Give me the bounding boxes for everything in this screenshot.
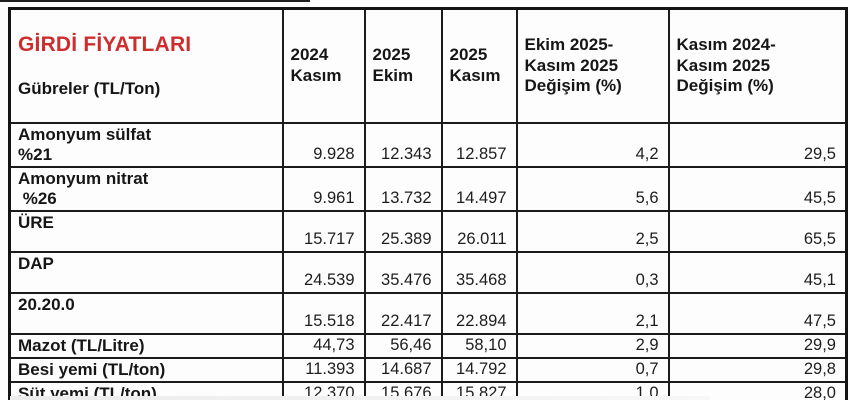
- value-cell: 22.417: [363, 291, 443, 335]
- value-cell: 29,5: [667, 121, 848, 168]
- value-cell: 45,5: [667, 165, 848, 212]
- value-cell: 13.732: [363, 165, 443, 212]
- value-cell: 35.476: [363, 250, 443, 294]
- row-label-line1: Besi yemi (TL/ton): [18, 359, 166, 379]
- value-cell: 35.468: [440, 250, 518, 294]
- table-row: ÜRE 15.717 25.389 26.011 2,5 65,5: [8, 209, 848, 253]
- col-header-2025-kasim: 2025 Kasım: [440, 7, 518, 124]
- table-row: Mazot (TL/Litre) 44,73 56,46 58,10 2,9 29,9: [8, 332, 848, 359]
- value-cell: 4,2: [515, 121, 670, 168]
- value-cell: 9.928: [281, 121, 366, 168]
- table-row: Amonyum nitrat %26 9.961 13.732 14.497 5,6 45…: [8, 165, 848, 212]
- row-label-line1: 20.20.0: [18, 294, 75, 314]
- value-cell: 12.343: [363, 121, 443, 168]
- value-cell: 24.539: [281, 250, 366, 294]
- value-cell: 15.518: [281, 291, 366, 335]
- row-label: ÜRE: [8, 209, 284, 253]
- table-row: Süt yemi (TL/ton) 12.370 15.676 15.827 1,0 28…: [8, 381, 848, 400]
- value-cell: 28,0: [667, 381, 848, 400]
- col-header-change-monthly: Ekim 2025- Kasım 2025 Değişim (%): [515, 7, 670, 124]
- row-label-line1: Mazot (TL/Litre): [18, 335, 145, 355]
- row-label: Amonyum nitrat %26: [8, 165, 284, 212]
- value-cell: 12.857: [440, 121, 518, 168]
- value-cell: 0,7: [515, 356, 670, 384]
- row-label: Amonyum sülfat %21: [8, 121, 284, 168]
- value-cell: 9.961: [281, 165, 366, 212]
- value-cell: 44,73: [281, 332, 366, 359]
- value-cell: 47,5: [667, 291, 848, 335]
- row-label: DAP: [8, 250, 284, 294]
- value-cell: 58,10: [440, 332, 518, 359]
- table-body: Amonyum sülfat %21 9.928 12.343 12.857 4,2 29,…: [8, 121, 848, 400]
- value-cell: 5,6: [515, 165, 670, 212]
- value-cell: 29,8: [667, 356, 848, 384]
- row-label-line1: DAP: [18, 253, 54, 273]
- row-label-line2: %26: [18, 188, 57, 208]
- value-cell: 15.717: [281, 209, 366, 253]
- value-cell: 2,5: [515, 209, 670, 253]
- input-prices-table: GİRDİ FİYATLARI Gübreler (TL/Ton) 2024 K…: [8, 7, 848, 400]
- value-cell: 29,9: [667, 332, 848, 359]
- col-header-2024-kasim: 2024 Kasım: [281, 7, 366, 124]
- row-label-line1: ÜRE: [18, 212, 54, 232]
- value-cell: 0,3: [515, 250, 670, 294]
- value-cell: 65,5: [667, 209, 848, 253]
- table-row: Besi yemi (TL/ton) 11.393 14.687 14.792 0,7 2…: [8, 356, 848, 384]
- value-cell: 2,9: [515, 332, 670, 359]
- table-row: 20.20.0 15.518 22.417 22.894 2,1 47,5: [8, 291, 848, 335]
- scan-artifact-strip: [10, 396, 710, 400]
- value-cell: 56,46: [363, 332, 443, 359]
- col-header-change-yearly: Kasım 2024- Kasım 2025 Değişim (%): [667, 7, 848, 124]
- value-cell: 14.497: [440, 165, 518, 212]
- row-label: 20.20.0: [8, 291, 284, 335]
- table-row: Amonyum sülfat %21 9.928 12.343 12.857 4,2 29,…: [8, 121, 848, 168]
- row-label-line1: Amonyum sülfat: [18, 124, 152, 144]
- row-label: Besi yemi (TL/ton): [8, 356, 284, 384]
- value-cell: 26.011: [440, 209, 518, 253]
- table-row: DAP 24.539 35.476 35.468 0,3 45,1: [8, 250, 848, 294]
- row-label: Mazot (TL/Litre): [8, 332, 284, 359]
- crop-artifact-line: [0, 0, 310, 2]
- table-subtitle: Gübreler (TL/Ton): [18, 78, 161, 98]
- value-cell: 14.687: [363, 356, 443, 384]
- value-cell: 14.792: [440, 356, 518, 384]
- table-title-cell: GİRDİ FİYATLARI Gübreler (TL/Ton): [8, 7, 284, 124]
- value-cell: 45,1: [667, 250, 848, 294]
- value-cell: 25.389: [363, 209, 443, 253]
- value-cell: 2,1: [515, 291, 670, 335]
- value-cell: 22.894: [440, 291, 518, 335]
- row-label-line1: Amonyum nitrat: [18, 168, 149, 188]
- table-title: GİRDİ FİYATLARI: [18, 33, 192, 57]
- header-row: GİRDİ FİYATLARI Gübreler (TL/Ton) 2024 K…: [8, 7, 848, 124]
- value-cell: 11.393: [281, 356, 366, 384]
- row-label-line2: %21: [18, 144, 53, 164]
- col-header-2025-ekim: 2025 Ekim: [363, 7, 443, 124]
